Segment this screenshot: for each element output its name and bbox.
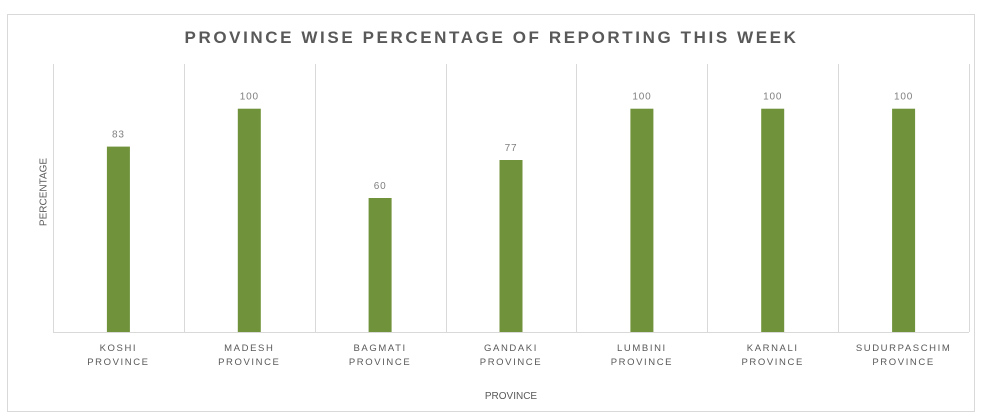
- bar-lumbini: [630, 108, 654, 332]
- x-tick-label-sudurpaschim-line2: PROVINCE: [872, 357, 934, 368]
- x-tick-label-gandaki-line2: PROVINCE: [480, 357, 542, 368]
- data-label-gandaki: 77: [505, 143, 518, 154]
- x-tick-label-lumbini-line2: PROVINCE: [611, 357, 673, 368]
- x-tick-label-madesh-line2: PROVINCE: [218, 357, 280, 368]
- chart-title: PROVINCE WISE PERCENTAGE OF REPORTING TH…: [184, 28, 799, 47]
- x-tick-label-gandaki: GANDAKI: [484, 343, 538, 354]
- x-tick-label-bagmati: BAGMATI: [353, 343, 406, 354]
- bar-bagmati: [368, 198, 392, 332]
- data-label-koshi: 83: [112, 130, 125, 141]
- x-tick-label-koshi-line2: PROVINCE: [87, 357, 149, 368]
- data-label-bagmati: 60: [374, 181, 387, 192]
- bar-sudurpaschim: [892, 108, 916, 332]
- x-tick-label-karnali: KARNALI: [747, 343, 799, 354]
- data-label-madesh: 100: [240, 92, 259, 103]
- x-tick-label-bagmati-line2: PROVINCE: [349, 357, 411, 368]
- data-label-karnali: 100: [763, 92, 782, 103]
- x-tick-label-madesh: MADESH: [224, 343, 274, 354]
- data-label-lumbini: 100: [632, 92, 651, 103]
- bar-madesh: [237, 108, 261, 332]
- chart-frame: [7, 14, 975, 412]
- x-tick-label-sudurpaschim: SUDURPASCHIM: [856, 343, 952, 354]
- x-axis-label: PROVINCE: [484, 391, 538, 402]
- x-tick-label-koshi: KOSHI: [100, 343, 138, 354]
- x-tick-label-karnali-line2: PROVINCE: [741, 357, 803, 368]
- data-label-sudurpaschim: 100: [894, 92, 913, 103]
- bar-karnali: [761, 108, 785, 332]
- bar-koshi: [106, 146, 130, 332]
- x-tick-label-lumbini: LUMBINI: [617, 343, 667, 354]
- bar-gandaki: [499, 160, 523, 332]
